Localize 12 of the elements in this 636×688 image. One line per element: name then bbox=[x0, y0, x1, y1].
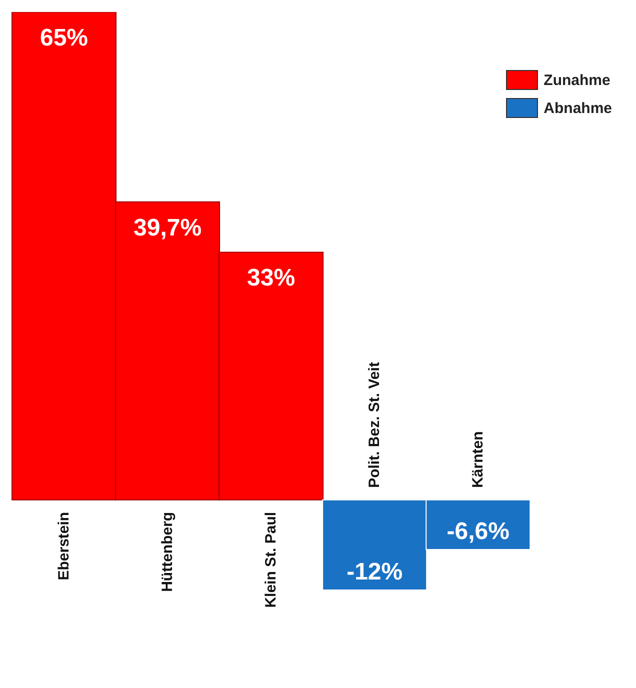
data-label: 65% bbox=[40, 24, 88, 52]
x-tick-label: Eberstein bbox=[55, 512, 72, 580]
data-label: 39,7% bbox=[134, 214, 202, 242]
data-label: 33% bbox=[247, 264, 296, 292]
x-tick-label: Hüttenberg bbox=[158, 512, 176, 592]
data-label: -12% bbox=[346, 558, 403, 586]
legend-label: Abnahme bbox=[544, 100, 612, 116]
x-tick-label: Polit. Bez. St. Veit bbox=[366, 362, 383, 488]
x-tick-label: Klein St. Paul bbox=[262, 512, 280, 608]
x-tick-label: Kärnten bbox=[469, 431, 486, 488]
data-label: -6,6% bbox=[446, 518, 510, 545]
legend-label: Zunahme bbox=[544, 72, 610, 88]
